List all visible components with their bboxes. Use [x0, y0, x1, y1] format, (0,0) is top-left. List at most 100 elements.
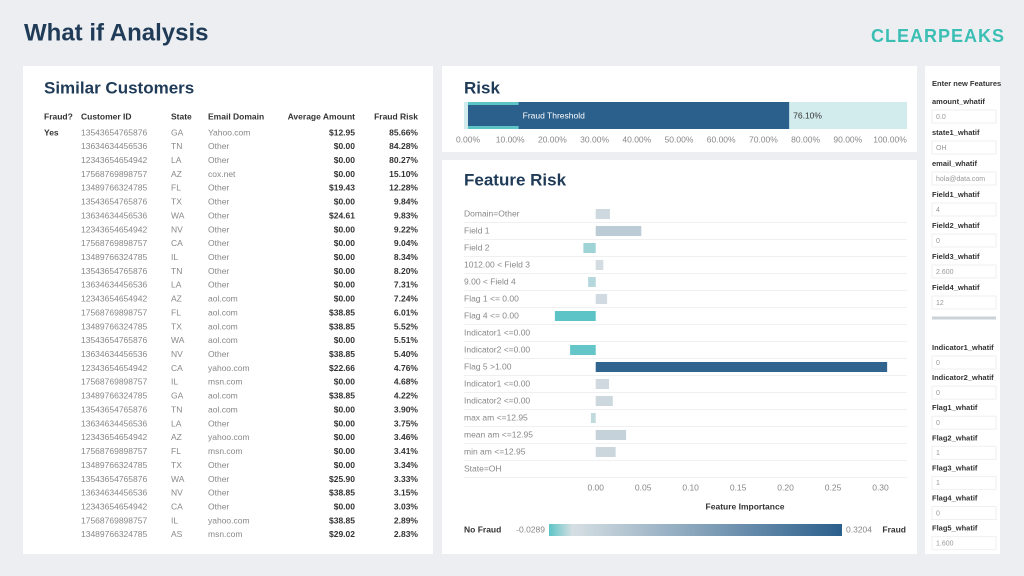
- table-cell: $0.00: [334, 169, 356, 179]
- input-box[interactable]: [931, 536, 997, 551]
- bar: [595, 362, 888, 372]
- table-cell: WA: [171, 335, 185, 345]
- table-cell: 2.83%: [394, 529, 419, 539]
- input-box[interactable]: [931, 202, 997, 217]
- table-cell: $0.00: [334, 224, 356, 234]
- table-cell: 7.31%: [394, 280, 419, 290]
- input-value: 0: [936, 390, 940, 397]
- input-box[interactable]: [931, 445, 997, 460]
- category-label: Indicator1 <=0.00: [464, 327, 530, 337]
- table-cell: 13634634456536: [81, 280, 147, 290]
- input-box[interactable]: [931, 295, 997, 310]
- input-label: Flag3_whatif: [932, 463, 978, 472]
- input-box[interactable]: [931, 475, 997, 490]
- table-cell: 15.10%: [389, 169, 418, 179]
- input-box[interactable]: [931, 264, 997, 279]
- table-cell: $0.00: [334, 446, 356, 456]
- table-cell: yahoo.com: [208, 363, 250, 373]
- category-label: Flag 5 >1.00: [464, 361, 512, 371]
- x-tick-label: 80.00%: [791, 134, 820, 144]
- table-cell: 13489766324785: [81, 321, 147, 331]
- input-label: Field3_whatif: [932, 252, 980, 261]
- input-value: 0: [936, 238, 940, 245]
- table-cell: 13489766324785: [81, 391, 147, 401]
- x-tick-label: 40.00%: [622, 134, 651, 144]
- table-cell: 85.66%: [389, 127, 418, 137]
- table-cell: 12343654654942: [81, 294, 147, 304]
- x-tick-label: 0.30: [872, 482, 889, 492]
- x-tick-label: 60.00%: [707, 134, 736, 144]
- risk-bar: [468, 102, 790, 129]
- table-cell: TN: [171, 266, 182, 276]
- table-cell: IL: [171, 377, 178, 387]
- input-label: Field2_whatif: [932, 221, 980, 230]
- x-tick-label: 0.00%: [456, 134, 481, 144]
- table-cell: TN: [171, 141, 182, 151]
- table-cell: LA: [171, 280, 182, 290]
- table-cell: $0.00: [334, 418, 356, 428]
- category-label: Domain=Other: [464, 208, 520, 218]
- table-cell: GA: [171, 127, 184, 137]
- x-tick-label: 70.00%: [749, 134, 778, 144]
- table-cell: 3.15%: [394, 488, 419, 498]
- table-cell: 13543654765876: [81, 404, 147, 414]
- input-box[interactable]: [931, 233, 997, 248]
- input-value: hola@data.com: [936, 176, 985, 183]
- x-tick-label: 0.20: [777, 482, 794, 492]
- table-cell: 13634634456536: [81, 210, 147, 220]
- table-cell: $0.00: [334, 404, 356, 414]
- table-cell: LA: [171, 418, 182, 428]
- table-cell: $12.95: [329, 127, 355, 137]
- category-label: Field 1: [464, 225, 490, 235]
- table-cell: 5.52%: [394, 321, 419, 331]
- table-cell: AZ: [171, 432, 182, 442]
- table-panel: [23, 66, 433, 554]
- table-cell: 13489766324785: [81, 252, 147, 262]
- table-cell: WA: [171, 474, 185, 484]
- x-tick-label: 0.25: [825, 482, 842, 492]
- category-label: mean am <=12.95: [464, 429, 533, 439]
- table-cell: $25.90: [329, 474, 355, 484]
- table-cell: 13634634456536: [81, 418, 147, 428]
- table-cell: 12343654654942: [81, 155, 147, 165]
- bar: [595, 226, 642, 236]
- input-value: 1: [936, 450, 940, 457]
- threshold-label: Fraud Threshold: [523, 110, 585, 120]
- input-box[interactable]: [931, 109, 997, 124]
- category-label: max am <=12.95: [464, 412, 528, 422]
- table-cell: 4.76%: [394, 363, 419, 373]
- table-cell: FL: [171, 307, 181, 317]
- bar: [590, 413, 596, 423]
- category-label: min am <=12.95: [464, 446, 526, 456]
- table-cell: cox.net: [208, 169, 236, 179]
- x-tick-label: 0.05: [635, 482, 652, 492]
- table-cell: CA: [171, 238, 183, 248]
- table-cell: Other: [208, 349, 229, 359]
- category-label: Indicator2 <=0.00: [464, 395, 530, 405]
- input-label: Flag1_whatif: [932, 403, 978, 412]
- table-cell: 9.04%: [394, 238, 419, 248]
- table-cell: 13634634456536: [81, 141, 147, 151]
- table-cell: TN: [171, 404, 182, 414]
- feature-title: Feature Risk: [464, 170, 567, 189]
- table-cell: $38.85: [329, 321, 355, 331]
- input-label: Indicator1_whatif: [932, 343, 994, 352]
- input-box[interactable]: [931, 140, 997, 155]
- table-cell: $0.00: [334, 252, 356, 262]
- input-box[interactable]: [931, 506, 997, 520]
- input-box[interactable]: [931, 385, 997, 400]
- input-box[interactable]: [931, 355, 997, 370]
- table-cell: 17568769898757: [81, 446, 147, 456]
- input-box[interactable]: [931, 171, 997, 186]
- table-cell: $0.00: [334, 294, 356, 304]
- table-cell: yahoo.com: [208, 432, 250, 442]
- table-cell: 2.89%: [394, 515, 419, 525]
- x-tick-label: 0.15: [730, 482, 747, 492]
- table-cell: 13634634456536: [81, 349, 147, 359]
- input-box[interactable]: [931, 415, 997, 430]
- table-cell: FL: [171, 183, 181, 193]
- table-cell: 3.03%: [394, 501, 419, 511]
- table-cell: $0.00: [334, 377, 356, 387]
- table-cell: 80.27%: [389, 155, 418, 165]
